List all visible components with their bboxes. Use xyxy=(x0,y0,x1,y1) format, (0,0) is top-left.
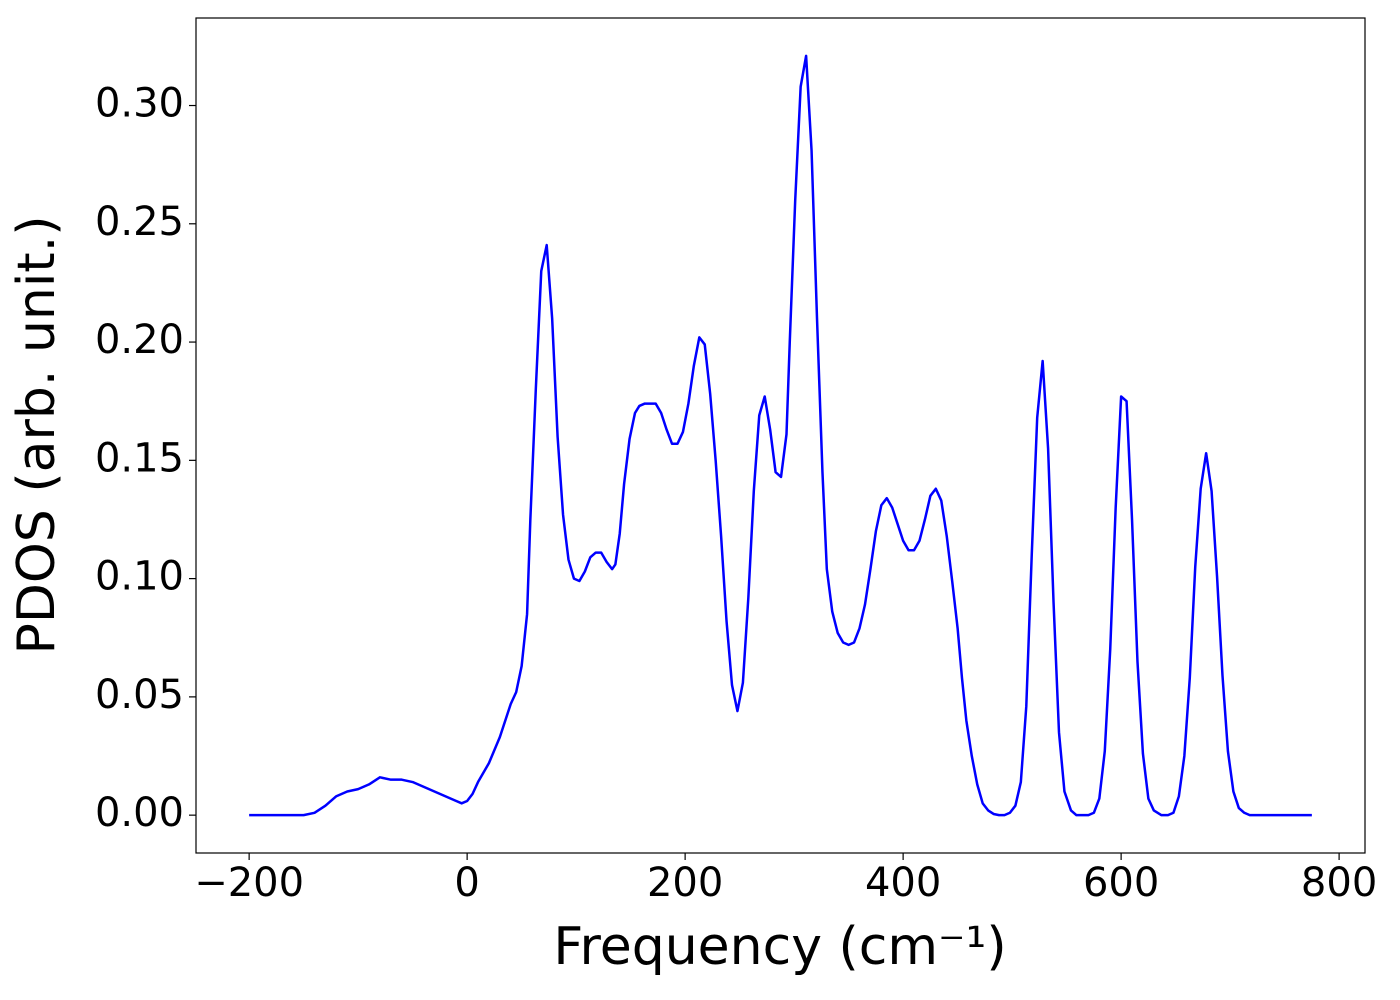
x-tick-label: 600 xyxy=(1083,860,1159,906)
y-tick-label: 0.00 xyxy=(95,790,184,836)
plot-frame xyxy=(195,17,1366,854)
x-tick-label: 0 xyxy=(454,860,479,906)
data-line xyxy=(249,54,1312,817)
y-tick-label: 0.10 xyxy=(95,554,184,600)
y-tick-label: 0.20 xyxy=(95,317,184,363)
x-axis-label: Frequency (cm⁻¹) xyxy=(553,917,1006,977)
x-tick-label: 400 xyxy=(865,860,941,906)
y-axis-label: PDOS (arb. unit.) xyxy=(7,215,67,654)
x-tick-label: −200 xyxy=(194,860,304,906)
y-tick-label: 0.30 xyxy=(95,81,184,127)
y-tick-label: 0.25 xyxy=(95,199,184,245)
y-tick-label: 0.15 xyxy=(95,435,184,481)
x-tick-label: 200 xyxy=(647,860,723,906)
x-tick-label: 800 xyxy=(1301,860,1377,906)
y-tick-label: 0.05 xyxy=(95,672,184,718)
